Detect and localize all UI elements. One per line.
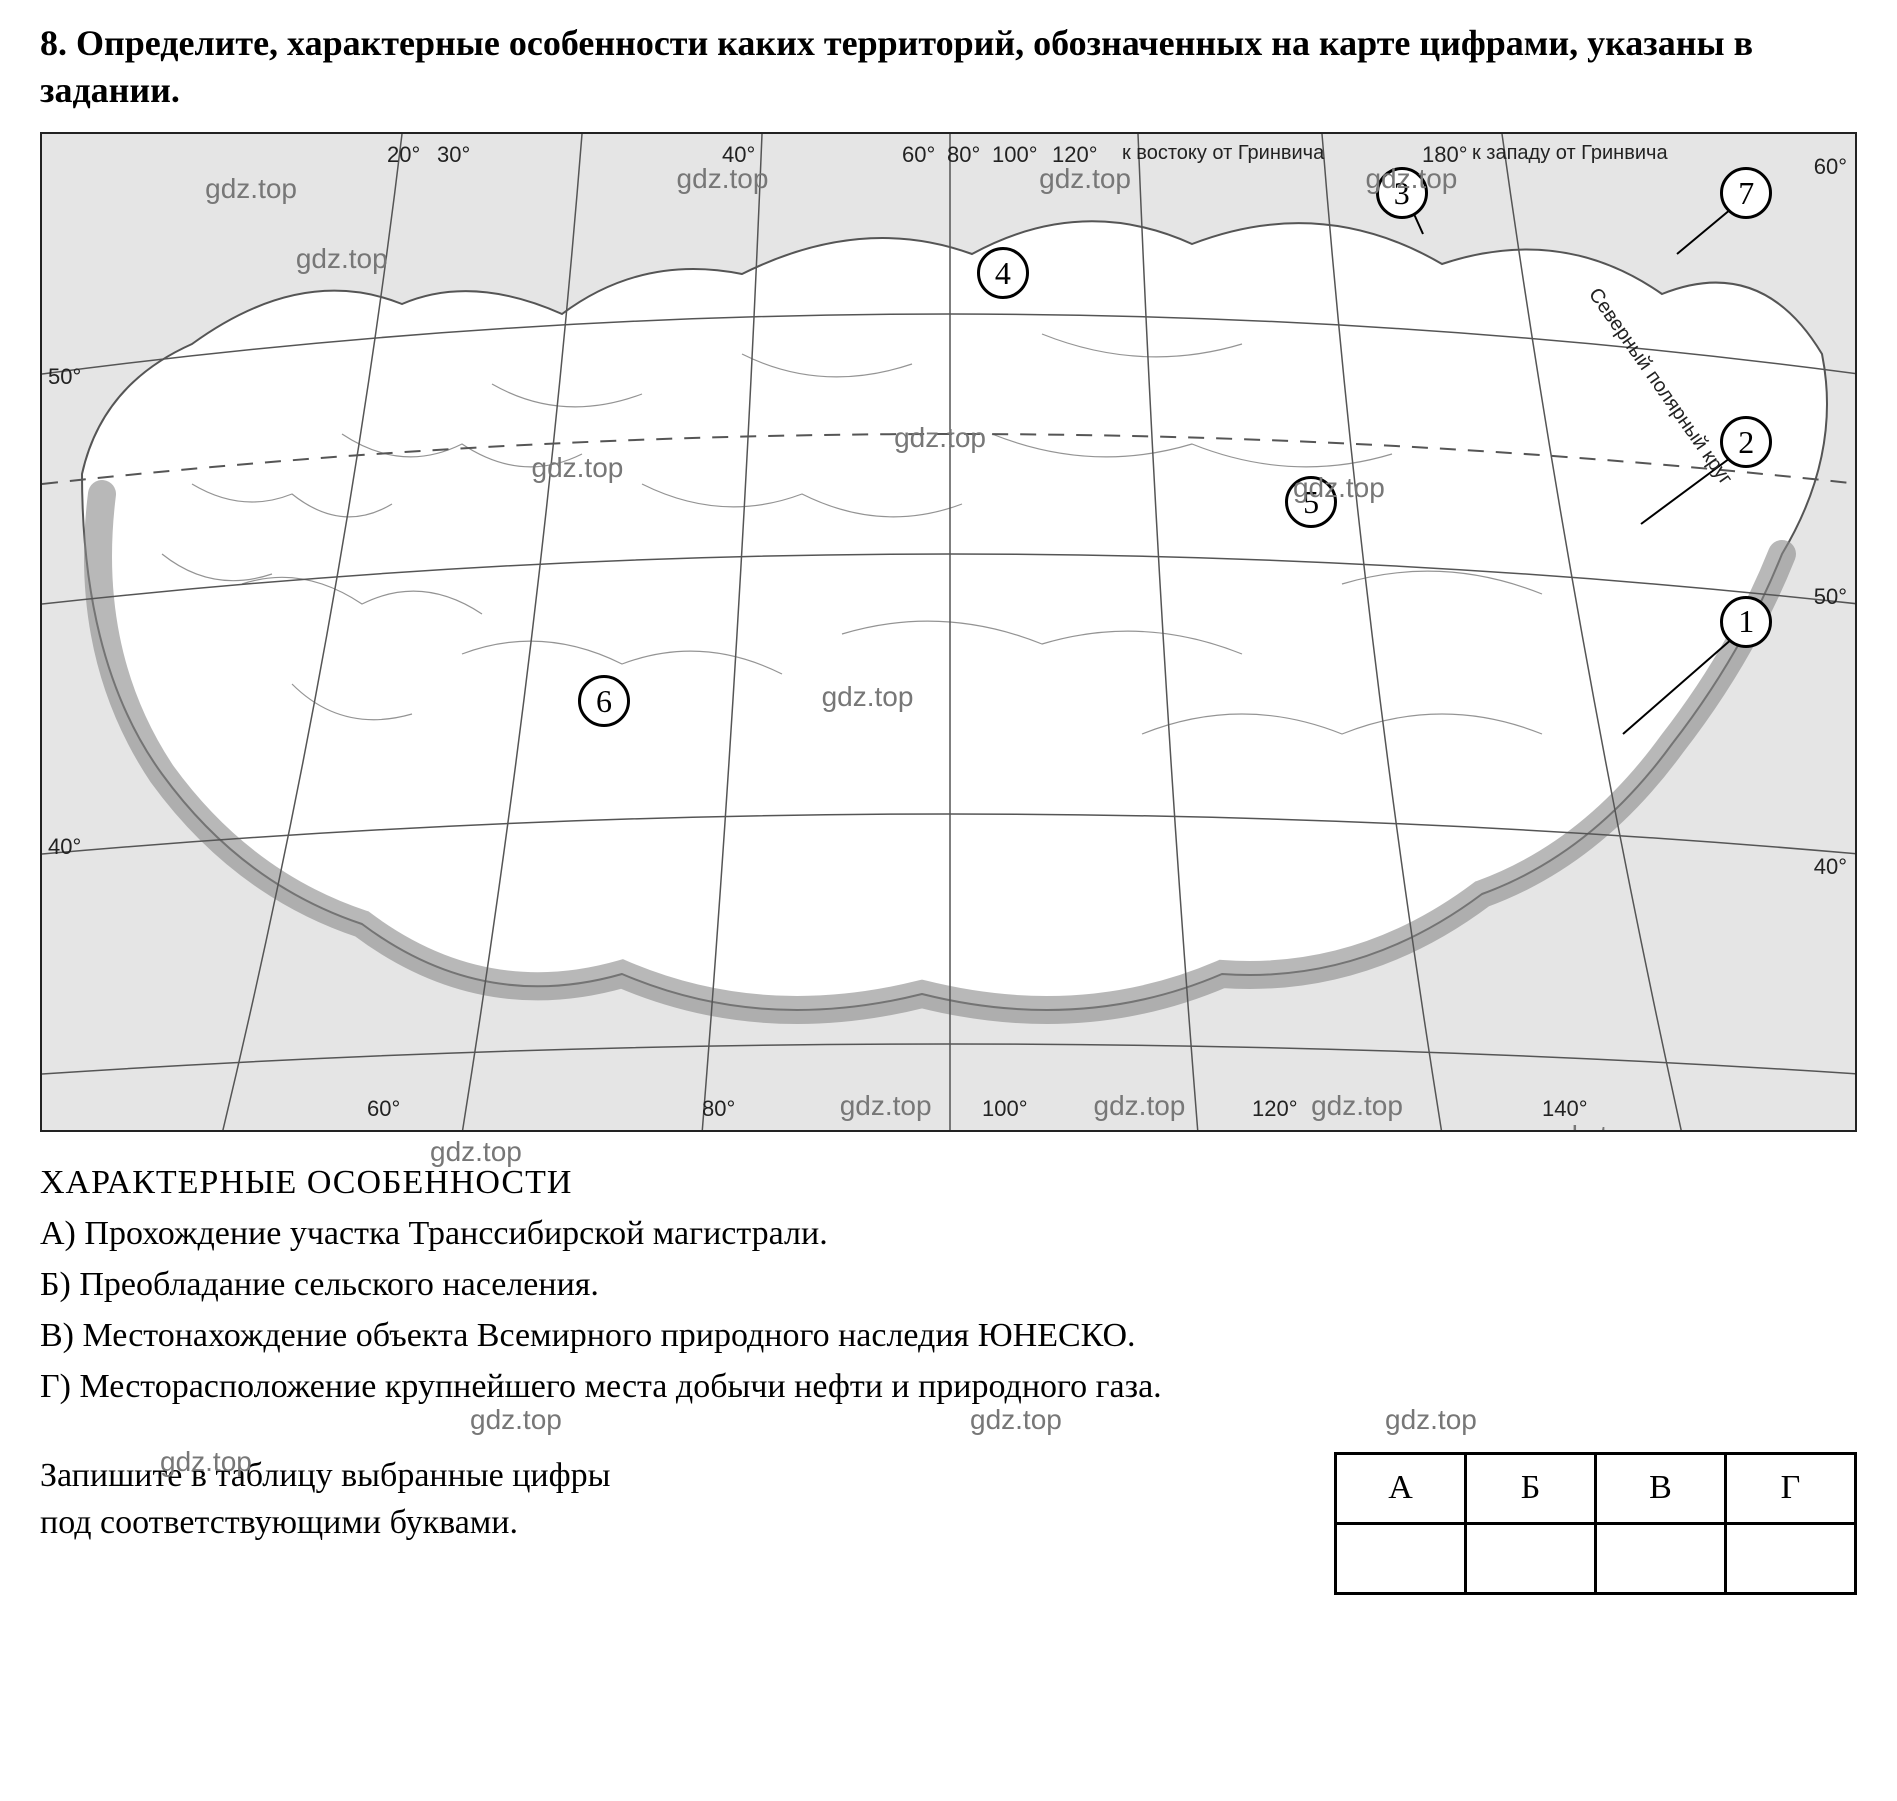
answer-cell[interactable] [1466,1523,1596,1593]
watermark: gdz.top [532,452,624,484]
watermark: gdz.top [1039,163,1131,195]
meridian-label: 60° [902,142,935,168]
feature-letter: В) [40,1317,74,1354]
watermark: gdz.top [822,681,914,713]
question-title: 8. Определите, характерные особенности к… [40,20,1857,114]
answer-cell[interactable] [1726,1523,1856,1593]
map-marker-1: 1 [1720,596,1772,648]
meridian-label: 60° [367,1096,400,1122]
parallel-label: 40° [48,834,81,860]
feature-item: Г) Месторасположение крупнейшего места д… [40,1361,1857,1412]
meridian-label: 80° [947,142,980,168]
map-svg [42,134,1857,1132]
meridian-label: 140° [1542,1096,1588,1122]
map-marker-4: 4 [977,247,1029,299]
watermark: gdz.top [677,163,769,195]
meridian-label: 30° [437,142,470,168]
parallel-label: 50° [48,364,81,390]
caption-east: к востоку от Гринвича [1122,142,1324,165]
watermark: gdz.top [160,1446,252,1478]
feature-text: Месторасположение крупнейшего места добы… [79,1368,1161,1405]
watermark: gdz.top [1365,163,1457,195]
instruction-block: Запишите в таблицу выбранные цифры под с… [40,1452,611,1547]
feature-item: Б) Преобладание сельского населения. [40,1259,1857,1310]
answer-header: Б [1466,1453,1596,1523]
marker-label: 4 [995,255,1011,292]
watermark: gdz.top [1311,1090,1403,1122]
caption-west: к западу от Гринвича [1472,142,1668,165]
feature-letter: Б) [40,1266,71,1303]
parallel-label: 50° [1814,584,1847,610]
marker-label: 2 [1738,424,1754,461]
map-container: 20° 30° 40° 60° 80° 100° 120° 1 80° к вос… [40,132,1857,1132]
marker-label: 6 [596,683,612,720]
parallel-label: 60° [1814,154,1847,180]
watermark: gdz.top [894,422,986,454]
feature-text: Преобладание сельского населения. [79,1266,599,1303]
watermark: gdz.top [970,1404,1062,1436]
instruction-line2: под соответствующими буквами. [40,1504,518,1541]
question-text: Определите, характерные особенности каки… [40,23,1753,110]
features-heading: ХАРАКТЕРНЫЕ ОСОБЕННОСТИ [40,1164,1857,1202]
feature-text: Прохождение участка Транссибирской магис… [84,1215,827,1252]
meridian-label: 100° [982,1096,1028,1122]
meridian-label: 100° [992,142,1038,168]
meridian-label: 20° [387,142,420,168]
answer-cell[interactable] [1596,1523,1726,1593]
meridian-label: 80° [702,1096,735,1122]
answer-header: А [1336,1453,1466,1523]
watermark: gdz.top [1094,1090,1186,1122]
feature-item: А) Прохождение участка Транссибирской ма… [40,1208,1857,1259]
instruction-line1: Запишите в таблицу выбранные цифры [40,1457,611,1494]
feature-text: Местонахождение объекта Всемирного приро… [83,1317,1136,1354]
marker-label: 7 [1738,175,1754,212]
feature-item: В) Местонахождение объекта Всемирного пр… [40,1310,1857,1361]
watermark: gdz.top [1547,1120,1639,1132]
feature-letter: А) [40,1215,76,1252]
watermark: gdz.top [296,243,388,275]
map-marker-6: 6 [578,675,630,727]
answer-table: А Б В Г [1334,1452,1857,1595]
answer-header: Г [1726,1453,1856,1523]
watermark: gdz.top [1293,472,1385,504]
meridian-label: 120° [1252,1096,1298,1122]
watermark: gdz.top [430,1136,522,1168]
watermark: gdz.top [470,1404,562,1436]
watermark: gdz.top [205,173,297,205]
answer-header: В [1596,1453,1726,1523]
watermark: gdz.top [1385,1404,1477,1436]
feature-letter: Г) [40,1368,71,1405]
marker-label: 1 [1738,603,1754,640]
question-number: 8. [40,23,67,63]
answer-cell[interactable] [1336,1523,1466,1593]
parallel-label: 40° [1814,854,1847,880]
watermark: gdz.top [840,1090,932,1122]
